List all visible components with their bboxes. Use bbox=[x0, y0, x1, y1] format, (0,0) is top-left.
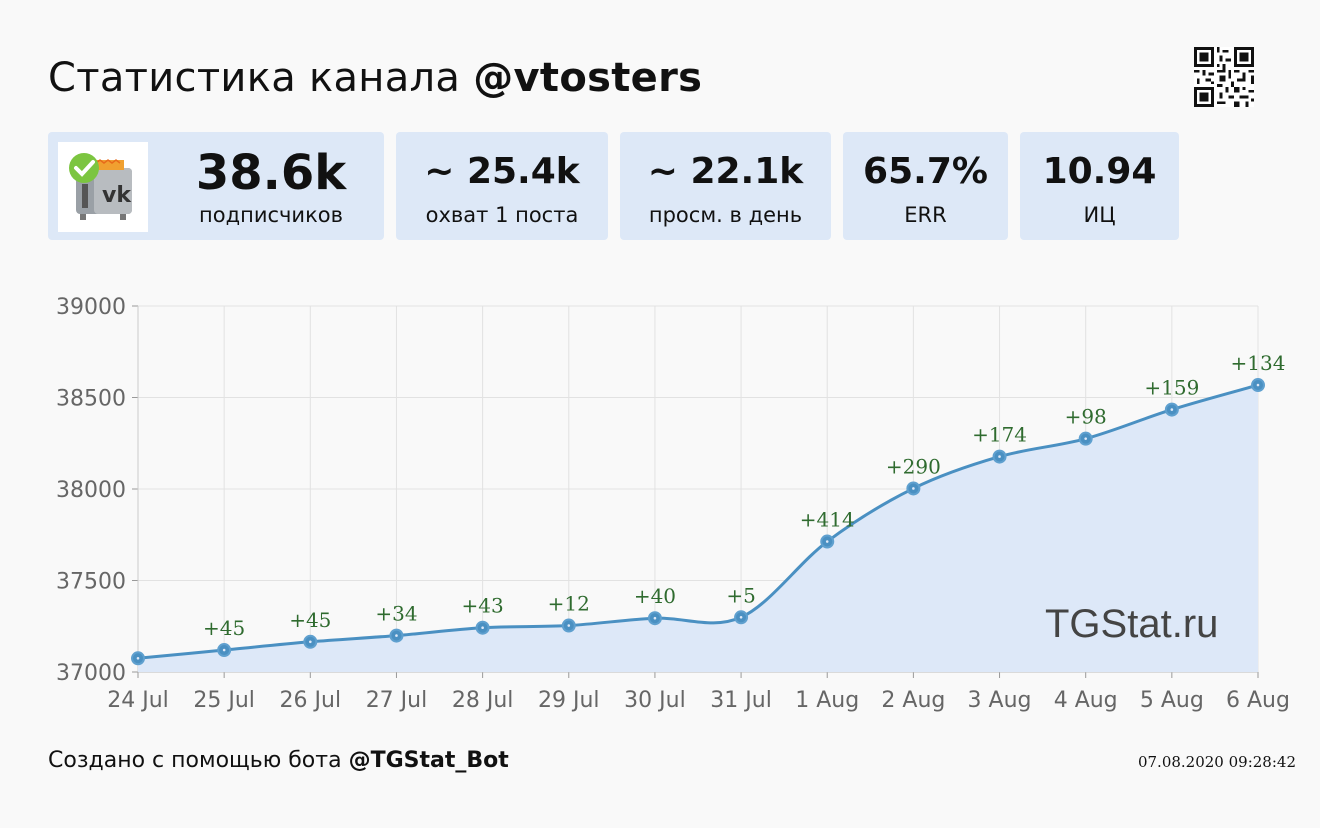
subscribers-label: подписчиков bbox=[199, 203, 343, 227]
reach-label: охват 1 поста bbox=[425, 203, 579, 227]
footer-created: Создано с помощью бота @TGStat_Bot bbox=[48, 746, 509, 776]
delta-label: +45 bbox=[203, 616, 245, 640]
x-tick-label: 1 Aug bbox=[795, 688, 859, 713]
stat-card-err: 65.7% ERR bbox=[843, 132, 1008, 240]
channel-avatar-icon: vk bbox=[58, 142, 148, 232]
chart-line bbox=[137, 383, 1259, 660]
data-point-center bbox=[222, 648, 226, 652]
x-tick-label: 29 Jul bbox=[538, 688, 600, 713]
data-point-center bbox=[136, 656, 140, 660]
stat-card-subscribers: vk 38.6k подписчиков bbox=[48, 132, 384, 240]
x-tick-label: 25 Jul bbox=[193, 688, 255, 713]
chart-area bbox=[138, 385, 1258, 672]
title-prefix: Статистика канала bbox=[48, 55, 461, 101]
data-point-center bbox=[998, 455, 1001, 458]
chart-marks bbox=[131, 378, 1265, 666]
data-point-center bbox=[1170, 408, 1174, 411]
page-title: Статистика канала @vtosters bbox=[48, 52, 702, 104]
chart-labels: 37000 37500 38000 38500 39000 24 Jul 25 Jul 26 … bbox=[56, 295, 1290, 713]
data-point-center bbox=[1256, 383, 1260, 387]
x-tick-label: 4 Aug bbox=[1054, 688, 1118, 713]
x-tick-label: 2 Aug bbox=[881, 688, 945, 713]
ic-label: ИЦ bbox=[1083, 203, 1116, 227]
stat-card-ic: 10.94 ИЦ bbox=[1020, 132, 1179, 240]
data-point-center bbox=[1084, 437, 1087, 440]
x-tick-label: 6 Aug bbox=[1226, 688, 1290, 713]
data-point-center bbox=[567, 624, 571, 627]
delta-label: +290 bbox=[886, 454, 941, 478]
x-tick-label: 31 Jul bbox=[710, 688, 772, 713]
ic-value: 10.94 bbox=[1042, 151, 1157, 192]
x-tick-label: 26 Jul bbox=[280, 688, 342, 713]
footer-created-prefix: Создано с помощью бота bbox=[48, 748, 342, 773]
data-point-center bbox=[481, 626, 484, 630]
delta-label: +5 bbox=[726, 583, 755, 607]
subscribers-chart: 37000 37500 38000 38500 39000 24 Jul 25 Jul 26 … bbox=[56, 295, 1290, 713]
qr-code-icon bbox=[1194, 47, 1254, 107]
y-tick-label: 39000 bbox=[56, 295, 126, 320]
x-tick-label: 3 Aug bbox=[968, 688, 1032, 713]
footer-bot-link[interactable]: @TGStat_Bot bbox=[348, 748, 509, 773]
delta-label: +174 bbox=[972, 423, 1027, 447]
daily-views-label: просм. в день bbox=[648, 203, 803, 227]
delta-label: +159 bbox=[1144, 376, 1199, 400]
x-tick-label: 5 Aug bbox=[1140, 688, 1204, 713]
err-label: ERR bbox=[904, 203, 947, 227]
x-tick-label: 30 Jul bbox=[624, 688, 686, 713]
y-tick-label: 37000 bbox=[56, 661, 126, 686]
delta-label: +12 bbox=[548, 592, 590, 616]
data-point-center bbox=[309, 640, 312, 644]
stat-card-reach: ~ 25.4k охват 1 поста bbox=[396, 132, 608, 240]
data-point-center bbox=[653, 616, 657, 620]
daily-views-value: ~ 22.1k bbox=[647, 151, 804, 192]
reach-value: ~ 25.4k bbox=[424, 151, 580, 192]
delta-label: +34 bbox=[375, 602, 417, 626]
delta-label: +98 bbox=[1065, 405, 1107, 429]
delta-label: +134 bbox=[1231, 351, 1286, 375]
stat-card-daily-views: ~ 22.1k просм. в день bbox=[620, 132, 831, 240]
x-tick-label: 24 Jul bbox=[107, 688, 169, 713]
y-tick-label: 38000 bbox=[56, 478, 126, 503]
delta-label: +414 bbox=[800, 508, 855, 532]
x-tick-label: 27 Jul bbox=[366, 688, 428, 713]
delta-label: +40 bbox=[634, 584, 676, 608]
data-point-center bbox=[739, 615, 743, 619]
data-point-center bbox=[825, 540, 829, 543]
y-tick-label: 38500 bbox=[56, 387, 126, 412]
x-tick-label: 28 Jul bbox=[452, 688, 514, 713]
tgstat-watermark: TGStat.ru bbox=[1045, 602, 1218, 646]
channel-name: @vtosters bbox=[473, 55, 703, 101]
y-tick-label: 37500 bbox=[56, 570, 126, 595]
svg-text:vk: vk bbox=[102, 183, 132, 208]
footer-timestamp: 07.08.2020 09:28:42 bbox=[1137, 753, 1296, 771]
err-value: 65.7% bbox=[863, 151, 988, 192]
data-point-center bbox=[912, 487, 915, 490]
data-point-center bbox=[395, 634, 398, 637]
delta-label: +45 bbox=[289, 608, 331, 632]
delta-label: +43 bbox=[462, 594, 504, 618]
subscribers-value: 38.6k bbox=[195, 145, 347, 201]
